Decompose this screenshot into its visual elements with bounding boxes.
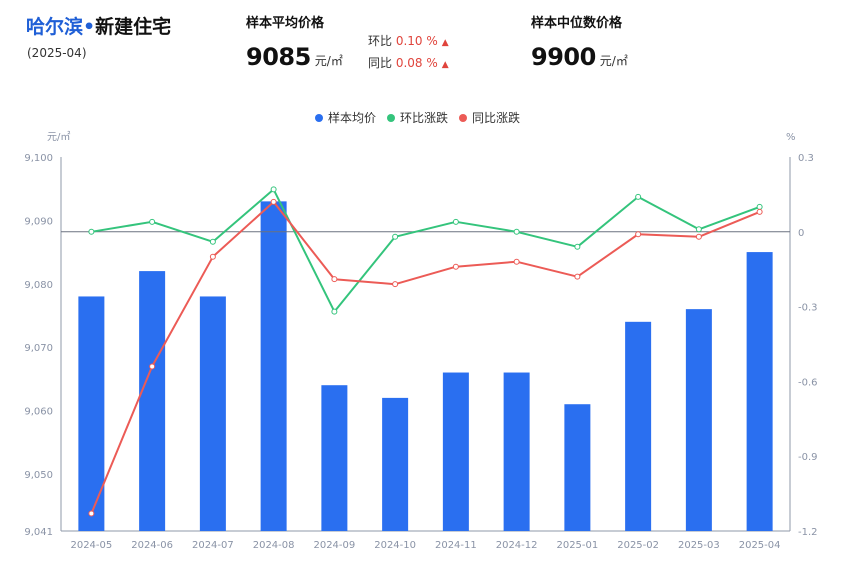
mom-point-2024-07 [209,238,216,245]
y-right-tick-label: 0 [798,228,804,239]
y-right-unit: % [786,132,796,143]
page-title: 哈尔滨•新建住宅 [26,12,171,39]
city-name: 哈尔滨 [26,16,84,38]
bar-2024-06 [139,271,166,531]
housing-category: 新建住宅 [95,16,172,38]
mom-line [91,188,760,313]
legend-marker-1 [315,114,323,122]
legend-label-2: 环比涨跌 [400,110,448,125]
median-price-title: 样本中位数价格 [531,16,623,31]
period-label: (2025-04) [27,46,87,60]
x-tick-label: 2025-04 [739,540,781,551]
bar-2025-01 [564,404,591,531]
mom-value: 0.10 % [395,34,438,48]
avg-price-unit: 元/㎡ [314,54,343,68]
y-right-tick-label: -0.6 [798,377,818,388]
yoy-change-row: 同比 0.08 % ▲ [368,53,449,75]
x-tick-label: 2024-09 [313,540,355,551]
y-right-tick-label: -0.9 [798,452,818,463]
x-tick-label: 2024-11 [435,540,477,551]
yoy-point-2024-08 [270,198,277,205]
mom-point-2024-05 [88,228,95,235]
bar-2025-03 [685,309,712,531]
price-change-block: 环比 0.10 % ▲ 同比 0.08 % ▲ [368,31,449,75]
x-tick-label: 2025-03 [678,540,720,551]
avg-price-value: 9085 [246,43,311,71]
y-left-tick-label: 9,100 [24,153,53,164]
yoy-point-2025-03 [695,233,702,240]
yoy-point-2025-04 [756,208,763,215]
up-triangle-icon: ▲ [441,38,449,48]
mom-label: 环比 [368,34,393,48]
yoy-value: 0.08 % [395,56,438,70]
x-tick-label: 2024-08 [253,540,295,551]
mom-change-row: 环比 0.10 % ▲ [368,31,449,53]
yoy-point-2024-12 [513,258,520,265]
x-tick-label: 2024-10 [374,540,416,551]
y-right-tick-label: -0.3 [798,303,818,314]
up-triangle-icon: ▲ [441,60,449,70]
bar-2024-09 [321,385,348,531]
y-left-tick-label: 9,080 [24,280,53,291]
yoy-point-2025-01 [574,273,581,280]
bar-2024-10 [382,397,409,531]
mom-point-2025-03 [695,226,702,233]
avg-price-title: 样本平均价格 [246,16,325,31]
mom-point-2025-02 [635,193,642,200]
mom-point-2024-10 [392,233,399,240]
yoy-line [90,200,760,514]
y-left-tick-label: 9,090 [24,216,53,227]
bar-2025-02 [625,321,652,531]
legend-marker-2 [387,114,395,122]
yoy-point-2024-11 [452,263,459,270]
mom-point-2024-09 [331,308,338,315]
median-price-value: 9900 [531,43,596,71]
mom-point-2024-06 [149,218,156,225]
x-tick-label: 2025-01 [556,540,598,551]
mom-point-2024-11 [452,218,459,225]
legend-marker-3 [459,114,467,122]
bar-2024-11 [442,372,469,531]
title-separator: • [83,16,96,38]
x-tick-label: 2024-12 [496,540,538,551]
y-left-tick-label: 9,050 [24,470,53,481]
yoy-label: 同比 [368,56,393,70]
yoy-point-2024-05 [88,510,95,517]
median-price-block: 样本中位数价格 9900 元/㎡ [531,12,628,71]
x-tick-label: 2024-05 [70,540,112,551]
y-left-unit: 元/㎡ [47,131,70,143]
bar-2024-07 [199,296,226,531]
avg-price-block: 样本平均价格 9085 元/㎡ [246,12,343,71]
mom-point-2025-04 [756,203,763,210]
bar-2024-05 [78,296,105,531]
y-left-tick-label: 9,070 [24,343,53,354]
median-price-unit: 元/㎡ [599,54,628,68]
y-right-tick-label: 0.3 [798,153,814,164]
bar-2025-04 [746,252,773,531]
yoy-point-2025-02 [635,231,642,238]
y-left-tick-label: 9,041 [24,527,53,538]
yoy-point-2024-10 [392,281,399,288]
yoy-point-2024-09 [331,276,338,283]
x-tick-label: 2024-07 [192,540,234,551]
mom-point-2024-08 [270,186,277,193]
yoy-point-2024-07 [209,253,216,260]
legend-label-3: 同比涨跌 [472,110,520,125]
x-tick-label: 2025-02 [617,540,659,551]
y-left-tick-label: 9,060 [24,407,53,418]
x-tick-label: 2024-06 [131,540,173,551]
mom-point-2025-01 [574,243,581,250]
yoy-point-2024-06 [149,363,156,370]
bar-2024-12 [503,372,530,531]
y-right-tick-label: -1.2 [798,527,818,538]
legend-label-1: 样本均价 [328,110,376,125]
mom-point-2024-12 [513,228,520,235]
bar-2024-08 [260,201,287,532]
